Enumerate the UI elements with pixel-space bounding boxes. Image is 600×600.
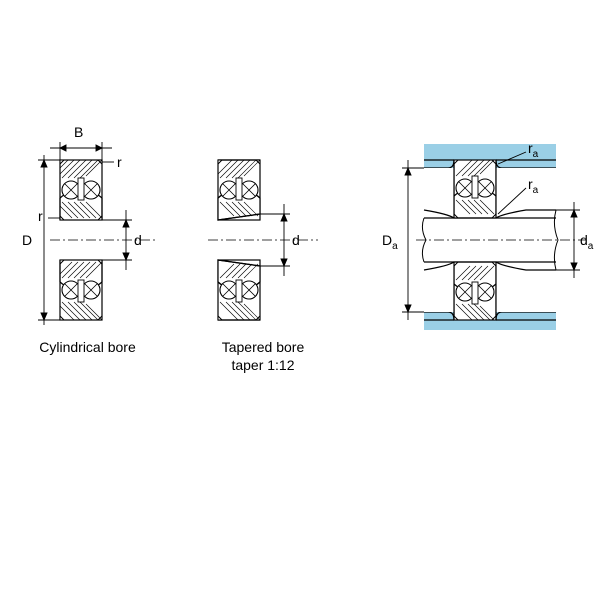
tapered-drawing: [198, 130, 328, 330]
cylindrical-caption-text: Cylindrical bore: [39, 339, 135, 355]
label-Da-sub: a: [392, 241, 398, 252]
cylindrical-caption: Cylindrical bore: [39, 338, 135, 359]
label-r-left: r: [38, 208, 43, 224]
mounted-drawing: [390, 130, 590, 330]
tapered-caption-line1: Tapered bore: [222, 339, 305, 355]
label-D: D: [22, 232, 32, 248]
figure-tapered: Tapered bore taper 1:12 d: [198, 130, 328, 374]
label-B: B: [74, 124, 83, 140]
label-ra-top: ra: [528, 140, 538, 160]
label-ra-top-sub: a: [533, 149, 539, 160]
tapered-caption: Tapered bore taper 1:12: [222, 338, 305, 374]
label-da-sub: a: [588, 241, 594, 252]
label-Da: Da: [382, 232, 398, 252]
label-d: d: [134, 232, 142, 248]
label-da-base: d: [580, 232, 588, 248]
cylindrical-drawing: [10, 130, 165, 330]
label-d-tapered: d: [292, 232, 300, 248]
label-ra-mid: ra: [528, 176, 538, 196]
label-r-top: r: [117, 154, 122, 170]
tapered-caption-line2: taper 1:12: [231, 357, 294, 373]
label-ra-mid-sub: a: [533, 185, 539, 196]
figure-cylindrical: Cylindrical bore B r r D d: [10, 130, 165, 359]
label-Da-base: D: [382, 232, 392, 248]
label-da: da: [580, 232, 593, 252]
figure-mounted: ra ra Da da: [390, 130, 590, 330]
